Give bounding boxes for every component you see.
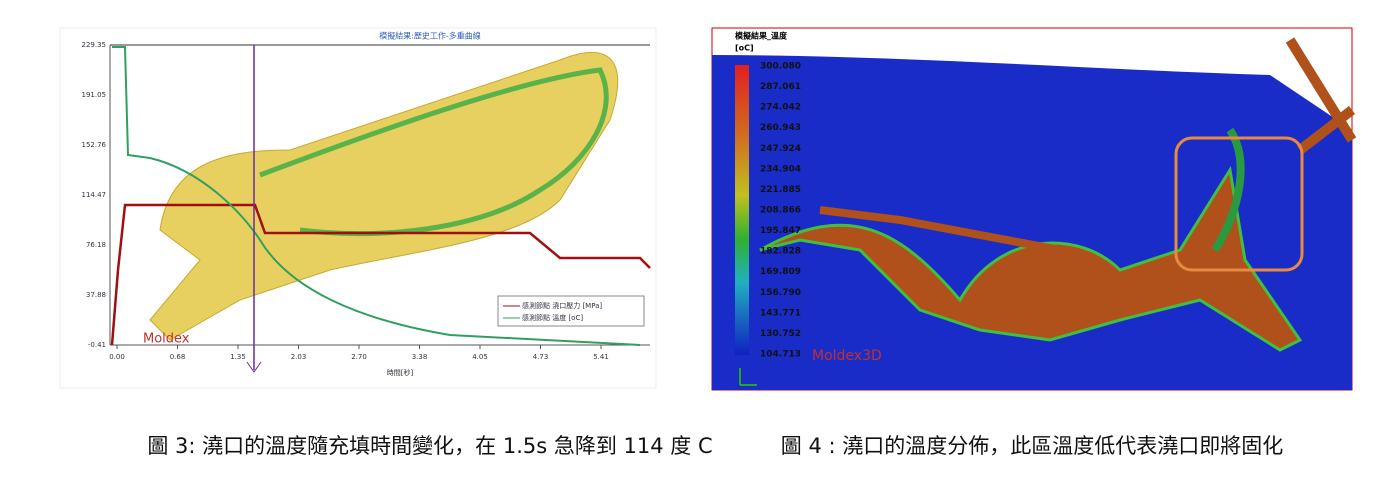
x-tick-label: 1.35 — [230, 353, 246, 361]
colorbar-unit: [oC] — [735, 44, 754, 53]
chart-title: 模擬結果:歷史工作-多重曲線 — [379, 31, 481, 41]
colorbar-label: 234.904 — [760, 164, 801, 174]
caption: 圖 3: 澆口的溫度隨充填時間變化，在 1.5s 急降到 114 度 C — [147, 434, 712, 458]
colorbar-label: 182.828 — [760, 247, 801, 257]
x-tick-label: 5.41 — [593, 353, 609, 361]
legend-box — [497, 295, 645, 327]
colorbar-label: 143.771 — [760, 308, 801, 318]
colorbar-label: 130.752 — [760, 329, 801, 339]
colorbar-label: 274.042 — [760, 103, 801, 113]
gate — [1211, 127, 1245, 253]
colorbar-label: 260.943 — [760, 123, 801, 133]
hot-channel — [819, 206, 1061, 254]
legend-entry: 感測節點 澆口壓力 [MPa] — [522, 301, 602, 310]
colorbar-label: 247.924 — [760, 144, 801, 154]
x-tick-label: 0.00 — [109, 353, 125, 361]
right-figure: 模擬結果_溫度 [oC] Moldex3D 300.080 287.061 274.… — [711, 27, 1357, 391]
x-tick-label: 0.68 — [170, 353, 186, 361]
colorbar-label: 169.809 — [760, 267, 801, 277]
y-tick-label: 229.35 — [82, 41, 107, 49]
y-tick-label: -0.41 — [88, 341, 106, 349]
colorbar-title: 模擬結果_溫度 — [735, 31, 788, 41]
x-tick-label: 2.03 — [291, 353, 307, 361]
x-tick-label: 4.73 — [533, 353, 549, 361]
watermark: Moldex — [143, 332, 190, 347]
temperature-curve — [112, 46, 641, 346]
x-tick-label: 2.70 — [351, 353, 367, 361]
plate — [712, 55, 1352, 390]
colorbar — [735, 65, 749, 355]
y-tick-label: 76.18 — [86, 241, 106, 249]
highlight — [1174, 136, 1304, 272]
legend-entry: 感測節點 溫度 [oC] — [522, 313, 583, 322]
watermark: Moldex3D — [812, 348, 882, 364]
x-axis-label: 時間[秒] — [387, 368, 414, 377]
colorbar-label: 104.713 — [760, 350, 801, 360]
left-figure: 感測節點 澆口壓力 [MPa] 感測節點 溫度 [oC] 模擬結果:歷史工作-多… — [59, 27, 657, 389]
caption: 圖 4 : 澆口的溫度分佈，此區溫度低代表澆口即將固化 — [781, 434, 1283, 458]
y-tick-label: 191.05 — [82, 91, 107, 99]
colorbar-label: 156.790 — [760, 288, 801, 298]
colorbar-label: 221.885 — [760, 185, 801, 195]
pressure-curve — [110, 203, 651, 346]
cursor-arrow — [246, 361, 262, 373]
axis-triad — [739, 368, 757, 386]
part-edge — [259, 67, 609, 237]
y-tick-label: 37.88 — [86, 291, 106, 299]
colorbar-label: 300.080 — [760, 62, 801, 72]
part — [149, 52, 619, 341]
x-tick-label: 4.05 — [472, 353, 488, 361]
colorbar-label: 287.061 — [760, 82, 801, 92]
colorbar-label: 208.866 — [760, 206, 801, 216]
colorbar-label: 195.847 — [760, 226, 801, 236]
y-tick-label: 152.76 — [82, 141, 107, 149]
x-tick-label: 3.38 — [412, 353, 428, 361]
hot-channel — [759, 165, 1303, 352]
channel — [1285, 37, 1357, 154]
y-tick-label: 114.47 — [82, 191, 107, 199]
